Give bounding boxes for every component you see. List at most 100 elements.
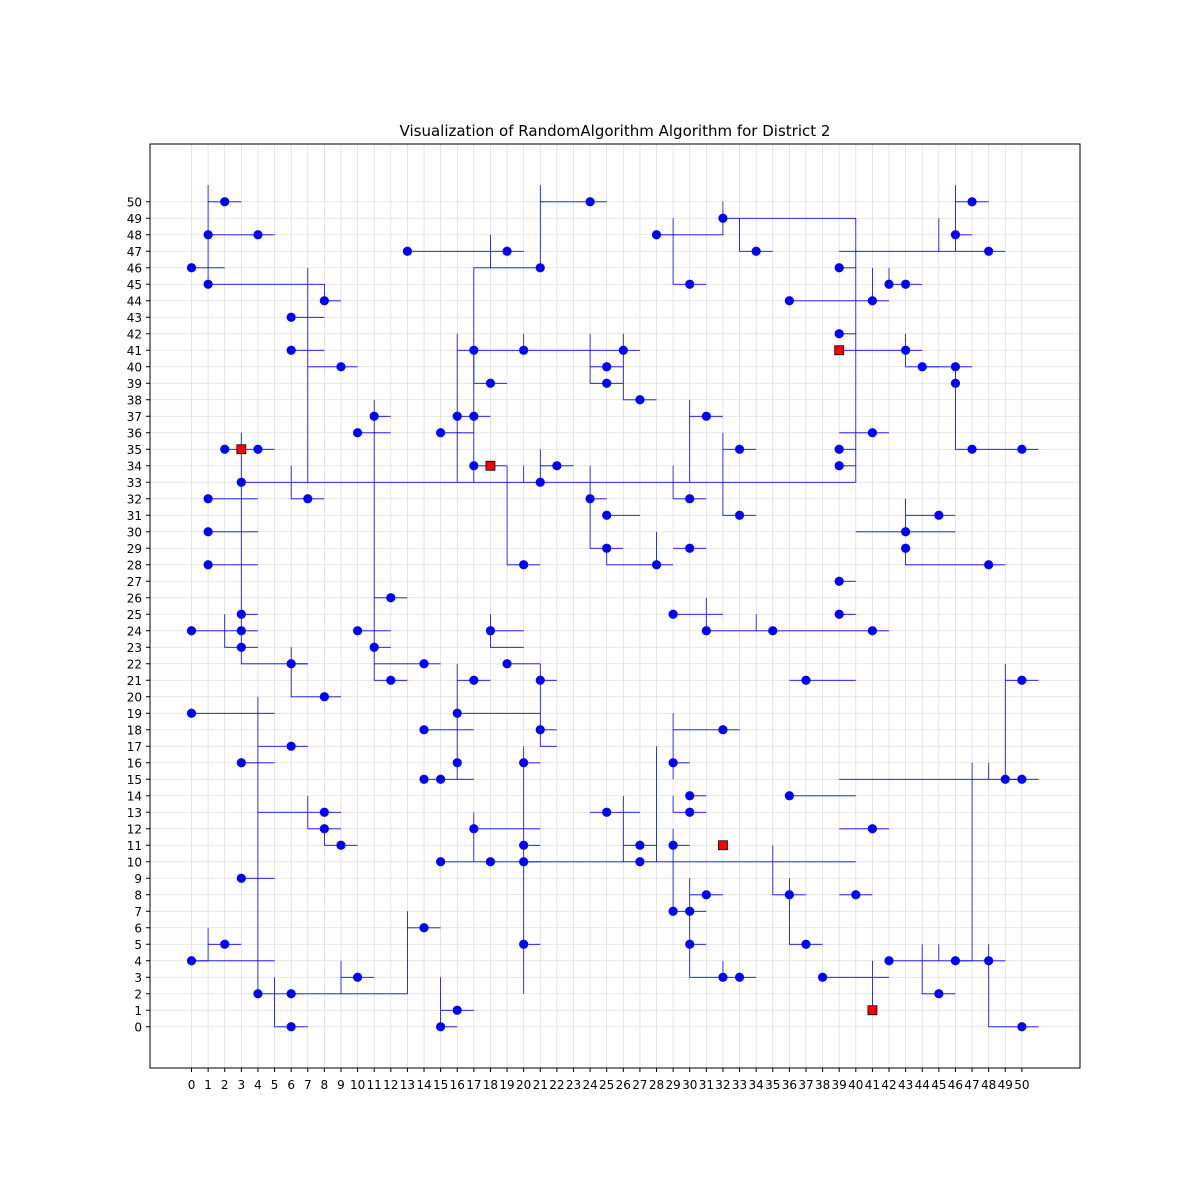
house-point [502, 659, 512, 669]
house-point [668, 906, 678, 916]
house-point [602, 807, 612, 817]
house-point [1000, 774, 1010, 784]
house-point [352, 626, 363, 636]
x-tick-label: 41 [865, 1078, 880, 1092]
house-point [236, 873, 246, 883]
x-tick-label: 40 [848, 1078, 863, 1092]
x-tick-label: 43 [898, 1078, 913, 1092]
battery-markers [236, 345, 878, 1016]
cable-line [622, 333, 657, 401]
y-tick-label: 34 [127, 459, 142, 473]
house-point [535, 725, 545, 735]
x-tick-label: 15 [433, 1078, 448, 1092]
y-tick-label: 5 [134, 938, 142, 952]
house-point [386, 675, 396, 685]
house-point [834, 576, 844, 586]
y-tick-label: 40 [127, 360, 142, 374]
cable-line [789, 878, 823, 945]
house-point [236, 609, 246, 619]
house-point [1017, 1022, 1027, 1032]
x-tick-label: 3 [238, 1078, 246, 1092]
x-tick-label: 19 [499, 1078, 514, 1092]
y-tick-label: 33 [127, 476, 142, 490]
house-point [950, 230, 961, 240]
x-tick-label: 35 [765, 1078, 780, 1092]
cable-line [589, 465, 624, 549]
house-point [901, 345, 911, 355]
y-tick-label: 31 [127, 509, 142, 523]
cable-line [672, 465, 707, 500]
house-point [286, 989, 296, 999]
x-tick-label: 26 [616, 1078, 631, 1092]
house-point [352, 428, 363, 438]
house-point [668, 840, 678, 850]
house-point [203, 527, 213, 537]
house-point [203, 560, 213, 570]
y-tick-label: 49 [127, 212, 142, 226]
x-tick-label: 42 [881, 1078, 896, 1092]
house-point [934, 989, 944, 999]
house-point [817, 972, 828, 982]
x-tick-label: 28 [649, 1078, 664, 1092]
house-point [402, 246, 413, 256]
y-tick-label: 25 [127, 608, 142, 622]
y-tick-label: 35 [127, 443, 142, 457]
house-point [485, 626, 496, 636]
y-tick-label: 16 [127, 756, 142, 770]
x-tick-label: 24 [582, 1078, 597, 1092]
house-point [751, 246, 761, 256]
house-point [286, 1022, 296, 1032]
house-point [386, 593, 396, 603]
house-point [469, 675, 479, 685]
x-tick-label: 25 [599, 1078, 614, 1092]
cable-line [722, 432, 757, 516]
x-tick-label: 18 [483, 1078, 498, 1092]
y-tick-label: 37 [127, 410, 142, 424]
house-markers [186, 197, 1027, 1032]
y-tick-label: 10 [127, 855, 142, 869]
x-tick-label: 21 [533, 1078, 548, 1092]
y-tick-label: 46 [127, 261, 142, 275]
x-tick-label: 6 [287, 1078, 295, 1092]
y-tick-label: 15 [127, 773, 142, 787]
house-point [685, 543, 695, 553]
x-tick-label: 49 [998, 1078, 1013, 1092]
x-tick-label: 30 [682, 1078, 697, 1092]
house-point [419, 725, 429, 735]
y-tick-label: 43 [127, 311, 142, 325]
house-point [718, 725, 728, 735]
house-point [352, 972, 363, 982]
cable-line [473, 350, 508, 384]
house-point [851, 890, 861, 900]
house-point [286, 345, 296, 355]
x-tick-label: 13 [400, 1078, 415, 1092]
house-point [236, 477, 246, 487]
house-point [203, 494, 213, 504]
house-point [469, 461, 479, 471]
house-point [519, 857, 529, 867]
house-point [485, 857, 496, 867]
house-point [253, 444, 263, 454]
house-point [253, 230, 263, 240]
house-point [834, 263, 844, 273]
house-point [319, 807, 329, 817]
cable-line [672, 218, 707, 285]
house-point [253, 989, 263, 999]
house-point [917, 362, 927, 372]
house-point [602, 378, 612, 388]
house-point [286, 659, 296, 669]
plot-frame [149, 143, 1081, 1069]
x-tick-label: 22 [549, 1078, 564, 1092]
house-point [452, 708, 462, 718]
house-point [220, 444, 230, 454]
house-point [319, 692, 329, 702]
house-point [602, 543, 612, 553]
cable-line [240, 432, 308, 665]
y-tick-label: 48 [127, 228, 142, 242]
x-axis-ticks: 0 1 2 3 4 5 6 7 8 9 10 11 12 13 14 15 16 17 18 19 20 21 22 23 24… [188, 1068, 1030, 1092]
y-tick-label: 11 [127, 839, 142, 853]
house-point [685, 807, 695, 817]
house-point [801, 939, 811, 949]
x-tick-label: 1 [204, 1078, 212, 1092]
house-point [452, 1005, 462, 1015]
